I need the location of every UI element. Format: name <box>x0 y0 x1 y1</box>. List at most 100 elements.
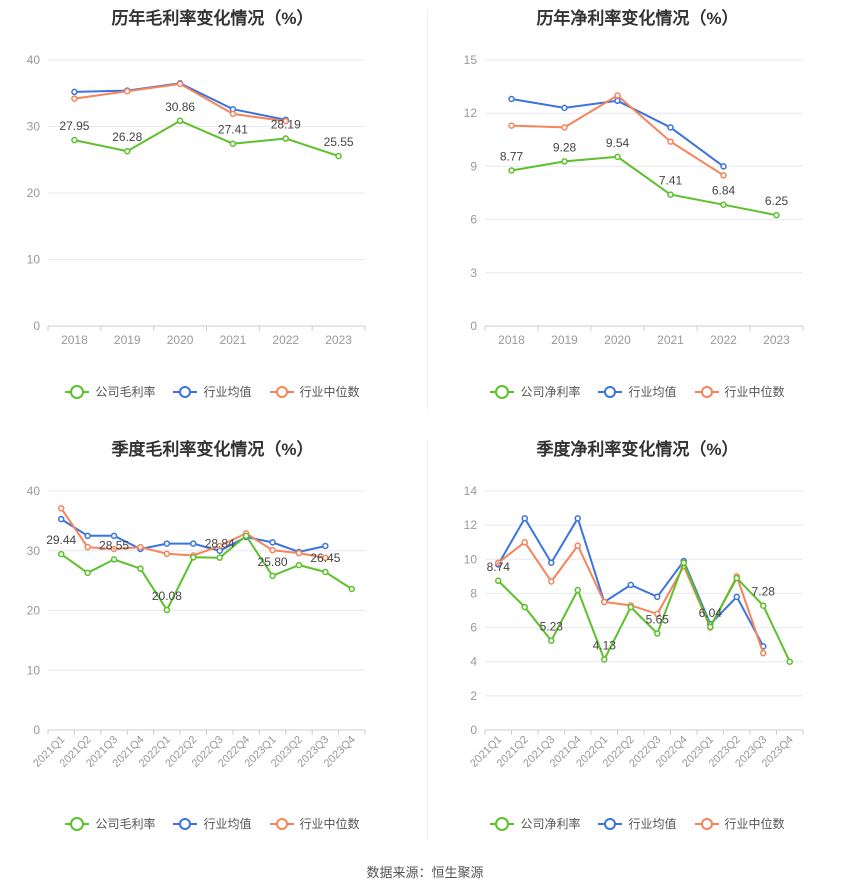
data-point-median[interactable] <box>548 578 555 585</box>
data-point-avg[interactable] <box>654 593 661 601</box>
legend-label: 公司毛利率 <box>95 817 156 831</box>
data-point-company[interactable] <box>84 569 91 577</box>
data-point-avg[interactable] <box>667 124 674 131</box>
data-point-median[interactable] <box>282 117 289 125</box>
data-point-avg[interactable] <box>614 97 621 105</box>
legend-item-avg[interactable]: 行业均值 <box>598 815 677 832</box>
data-point-median[interactable] <box>110 545 118 553</box>
data-point-median[interactable] <box>561 124 568 131</box>
data-point-company[interactable] <box>110 556 118 563</box>
data-point-median[interactable] <box>71 95 78 102</box>
data-point-company[interactable] <box>654 630 661 637</box>
data-point-company[interactable] <box>124 147 131 155</box>
data-point-median[interactable] <box>57 505 65 512</box>
data-point-company[interactable] <box>57 550 65 558</box>
data-point-avg[interactable] <box>574 515 581 522</box>
data-point-company[interactable] <box>720 201 727 208</box>
data-point-company[interactable] <box>176 117 184 125</box>
data-point-median[interactable] <box>229 110 237 118</box>
data-point-company[interactable] <box>574 586 581 594</box>
data-point-company[interactable] <box>667 191 674 198</box>
data-point-company[interactable] <box>322 568 329 576</box>
data-point-company[interactable] <box>561 158 568 165</box>
data-point-company[interactable] <box>137 565 144 572</box>
legend-item-avg[interactable]: 行业均值 <box>173 815 252 832</box>
data-point-avg[interactable] <box>322 542 329 550</box>
data-point-median[interactable] <box>124 88 131 95</box>
data-point-avg[interactable] <box>57 515 65 523</box>
legend-item-company[interactable]: 公司毛利率 <box>65 383 155 400</box>
data-point-company[interactable] <box>282 135 289 142</box>
data-point-company[interactable] <box>614 153 621 161</box>
data-label: 9.54 <box>606 136 630 150</box>
data-point-company[interactable] <box>229 140 237 147</box>
data-point-avg[interactable] <box>190 540 197 547</box>
data-point-company[interactable] <box>348 585 356 593</box>
data-point-company[interactable] <box>773 211 780 219</box>
data-point-company[interactable] <box>71 136 78 144</box>
legend-item-company[interactable]: 公司净利率 <box>490 815 580 832</box>
data-label: 26.28 <box>112 130 142 144</box>
data-point-avg[interactable] <box>627 581 634 589</box>
data-point-median[interactable] <box>137 543 144 551</box>
data-point-avg[interactable] <box>269 539 276 546</box>
data-point-company[interactable] <box>521 603 528 611</box>
data-point-company[interactable] <box>269 572 276 580</box>
data-point-median[interactable] <box>508 122 515 129</box>
data-point-median[interactable] <box>601 598 608 606</box>
data-point-company[interactable] <box>242 532 250 540</box>
data-point-company[interactable] <box>680 559 687 566</box>
legend-item-avg[interactable]: 行业均值 <box>173 383 252 400</box>
data-point-company[interactable] <box>295 561 303 569</box>
y-tick-label: 12 <box>464 106 478 120</box>
data-point-median[interactable] <box>614 92 621 99</box>
data-point-avg[interactable] <box>71 88 78 96</box>
data-point-company[interactable] <box>733 574 740 582</box>
data-point-median[interactable] <box>295 549 303 557</box>
x-tick-label: 2023 <box>763 333 790 347</box>
data-point-company[interactable] <box>190 554 197 561</box>
data-point-company[interactable] <box>760 602 767 609</box>
data-point-median[interactable] <box>495 559 502 566</box>
data-point-company[interactable] <box>627 603 634 611</box>
legend-item-company[interactable]: 公司净利率 <box>490 383 580 400</box>
data-point-median[interactable] <box>216 542 223 550</box>
data-point-avg[interactable] <box>521 515 528 522</box>
legend-item-median[interactable]: 行业中位数 <box>694 815 785 832</box>
data-point-avg[interactable] <box>720 163 727 170</box>
data-point-median[interactable] <box>269 546 276 554</box>
data-point-company[interactable] <box>163 606 171 614</box>
data-point-company[interactable] <box>508 167 515 174</box>
chart-quarterly-net: 024681012142021Q12021Q22021Q32021Q42022Q… <box>464 484 804 770</box>
data-point-avg[interactable] <box>84 532 91 540</box>
legend-item-median[interactable]: 行业中位数 <box>694 383 785 400</box>
data-point-company[interactable] <box>601 656 608 663</box>
data-point-median[interactable] <box>720 172 727 179</box>
data-point-median[interactable] <box>521 538 528 546</box>
data-point-median[interactable] <box>322 554 329 562</box>
legend-item-avg[interactable]: 行业均值 <box>598 383 677 400</box>
data-point-median[interactable] <box>574 542 581 549</box>
x-tick-label: 2023 <box>325 333 352 347</box>
data-point-company[interactable] <box>707 623 714 631</box>
data-point-company[interactable] <box>495 577 502 585</box>
data-point-company[interactable] <box>548 637 555 644</box>
legend-item-company[interactable]: 公司毛利率 <box>65 815 155 832</box>
data-point-median[interactable] <box>176 80 184 88</box>
data-point-avg[interactable] <box>733 593 740 601</box>
data-point-median[interactable] <box>84 543 91 551</box>
data-point-median[interactable] <box>654 610 661 618</box>
data-point-avg[interactable] <box>163 540 171 547</box>
data-point-company[interactable] <box>216 554 223 561</box>
data-point-avg[interactable] <box>508 95 515 103</box>
data-point-median[interactable] <box>760 649 767 657</box>
legend-item-median[interactable]: 行业中位数 <box>269 815 360 832</box>
data-point-company[interactable] <box>786 658 793 665</box>
data-point-median[interactable] <box>667 138 674 145</box>
data-point-avg[interactable] <box>110 532 118 540</box>
data-point-avg[interactable] <box>561 104 568 112</box>
data-point-median[interactable] <box>163 550 171 557</box>
data-point-company[interactable] <box>335 152 342 160</box>
data-point-avg[interactable] <box>548 559 555 566</box>
legend-item-median[interactable]: 行业中位数 <box>269 383 360 400</box>
